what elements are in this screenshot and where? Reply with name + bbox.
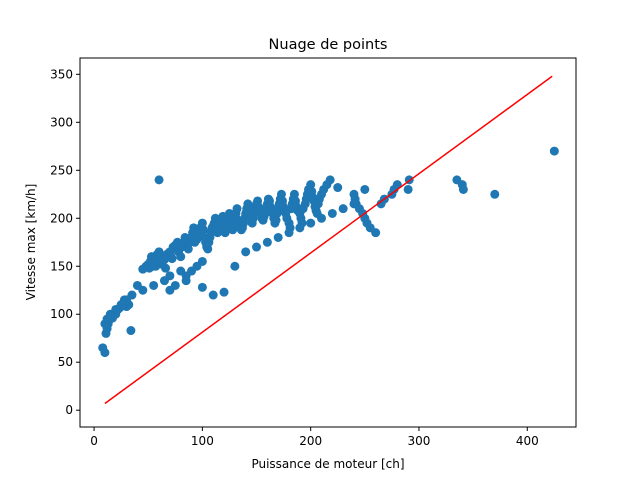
scatter-point [289,189,299,199]
y-tick-label: 300 [50,115,73,129]
y-axis-ticks: 0 50 100 150 200 250 300 350 [50,67,80,417]
scatter-point [317,213,327,223]
y-tick-label: 350 [50,67,73,81]
scatter-point [360,184,370,194]
scatter-point [403,184,413,194]
scatter-point [338,204,348,214]
scatter-point [230,261,240,271]
scatter-point [228,225,238,235]
scatter-point [176,252,186,262]
y-tick-label: 100 [50,307,73,321]
scatter-point [197,256,207,266]
scatter-point [271,215,281,225]
scatter-point [490,189,500,199]
scatter-point [154,256,164,266]
scatter-point [262,237,272,247]
scatter-point [284,228,294,238]
scatter-point [181,276,191,286]
plot-area [79,57,577,428]
scatter-point [198,225,208,235]
y-tick-label: 250 [50,163,73,177]
y-tick-label: 50 [58,355,73,369]
scatter-point [100,348,110,358]
scatter-point [183,244,193,254]
y-tick-label: 0 [65,403,73,417]
scatter-point [161,263,171,273]
chart-title: Nuage de points [269,37,388,53]
x-tick-label: 400 [516,434,539,448]
y-axis-label: Vitesse max [km/h] [24,184,38,301]
scatter-point [295,223,305,233]
scatter-point [197,218,207,228]
scatter-point [167,254,177,264]
scatter-point [176,266,186,276]
scatter-point [392,180,402,190]
scatter-point [159,276,169,286]
scatter-point [327,208,337,218]
scatter-point [306,218,316,228]
x-axis-ticks: 0 100 200 300 400 [90,427,539,448]
x-tick-label: 200 [299,434,322,448]
scatter-point [126,326,136,336]
y-tick-label: 200 [50,211,73,225]
scatter-point [208,290,218,300]
scatter-point [203,244,213,254]
scatter-point [371,228,381,238]
x-tick-label: 0 [90,434,98,448]
scatter-point [138,285,148,295]
y-tick-label: 150 [50,259,73,273]
scatter-point [273,232,283,242]
scatter-point [170,280,180,290]
scatter-point [276,189,286,199]
scatter-point [232,204,242,214]
x-axis-label: Puissance de moteur [ch] [251,457,404,471]
scatter-point [252,242,262,252]
scatter-point [241,247,251,257]
x-tick-label: 100 [191,434,214,448]
scatter-point [333,183,343,193]
scatter-point [219,287,229,297]
scatter-point [154,175,164,185]
axes-frame [79,57,577,428]
scatter-point [458,184,468,194]
scatter-point [197,282,207,292]
scatter-point [100,319,110,329]
scatter-point [149,280,159,290]
points-layer [98,146,559,358]
scatter-point [325,175,335,185]
x-tick-label: 300 [408,434,431,448]
scatter-point [549,146,559,156]
reference-line [104,75,553,405]
scatter-point [306,180,316,190]
scatter-point [349,199,359,209]
line-layer [104,75,553,405]
